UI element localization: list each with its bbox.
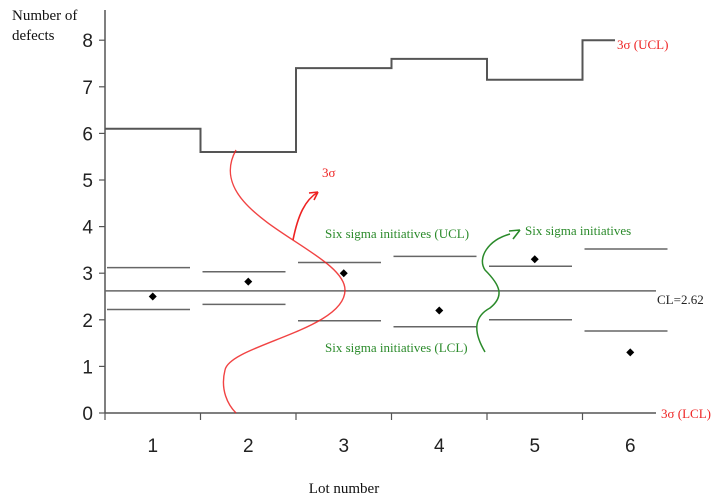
y-tick-label: 6 bbox=[82, 124, 93, 145]
axes: 0 1 2 3 4 5 6 7 8 1 2 3 4 5 6 bbox=[82, 10, 656, 457]
x-tick-label: 5 bbox=[529, 436, 540, 457]
x-tick-label: 6 bbox=[625, 436, 636, 457]
ucl-3sigma-label: 3σ (UCL) bbox=[617, 37, 668, 52]
y-tick-label: 4 bbox=[82, 218, 93, 239]
y-tick-label: 2 bbox=[82, 311, 93, 332]
data-point bbox=[530, 255, 539, 264]
x-tick-label: 4 bbox=[434, 436, 445, 457]
data-point bbox=[148, 292, 157, 301]
y-axis-label: Number of defects bbox=[12, 8, 81, 44]
data-point bbox=[626, 348, 635, 357]
three-sigma-arrow bbox=[292, 191, 319, 241]
six-sigma-arrowhead bbox=[508, 229, 521, 240]
six-sigma-label: Six sigma initiatives bbox=[525, 223, 631, 238]
y-tick-label: 0 bbox=[82, 404, 93, 425]
y-tick-label: 5 bbox=[82, 171, 93, 192]
six-sigma-ucl-label: Six sigma initiatives (UCL) bbox=[325, 226, 469, 241]
y-tick-label: 7 bbox=[82, 78, 93, 99]
three-sigma-arrowhead bbox=[308, 191, 319, 201]
six-sigma-lcl-label: Six sigma initiatives (LCL) bbox=[325, 340, 468, 355]
three-sigma-label: 3σ bbox=[322, 165, 336, 180]
data-point bbox=[339, 269, 348, 278]
y-tick-label: 8 bbox=[82, 31, 93, 52]
three-sigma-curve bbox=[222, 149, 346, 414]
y-axis-label-line-1: Number of bbox=[12, 8, 77, 24]
control-limits bbox=[105, 39, 668, 332]
data-point bbox=[435, 306, 444, 315]
y-tick-label: 1 bbox=[82, 357, 93, 378]
center-line-label: CL=2.62 bbox=[657, 292, 704, 307]
data-points bbox=[148, 255, 635, 357]
y-axis-label-line-2: defects bbox=[12, 28, 55, 44]
lcl-3sigma-label: 3σ (LCL) bbox=[661, 406, 711, 421]
data-point bbox=[244, 277, 253, 286]
x-tick-label: 2 bbox=[243, 436, 254, 457]
x-tick-label: 3 bbox=[338, 436, 349, 457]
x-tick-label: 1 bbox=[147, 436, 158, 457]
x-axis-label: Lot number bbox=[309, 481, 379, 497]
ucl-3sigma-step-line bbox=[105, 39, 615, 154]
six-sigma-curve bbox=[476, 233, 511, 353]
y-tick-label: 3 bbox=[82, 264, 93, 285]
annotations: 3σ 3σ (UCL) 3σ (LCL) Six sigma initiatives … bbox=[222, 37, 711, 421]
